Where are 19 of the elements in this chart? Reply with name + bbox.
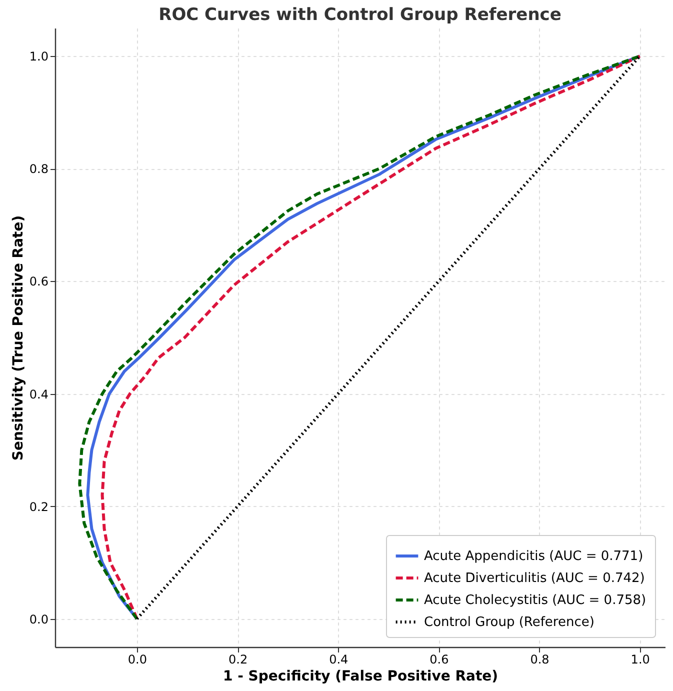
y-axis-title: Sensitivity (True Positive Rate)	[10, 215, 26, 461]
y-tick-label: 0.0	[29, 612, 48, 626]
x-tick-label: 0.0	[128, 652, 148, 666]
legend-label: Acute Diverticulitis (AUC = 0.742)	[424, 571, 645, 586]
legend-label: Control Group (Reference)	[424, 615, 594, 630]
x-tick-label: 0.6	[430, 652, 449, 666]
x-tick-label: 0.2	[228, 652, 248, 666]
legend-label: Acute Appendicitis (AUC = 0.771)	[424, 549, 644, 564]
x-tick-label: 0.8	[530, 652, 550, 666]
y-tick-label: 0.2	[29, 500, 48, 514]
y-tick-label: 1.0	[29, 50, 48, 64]
x-tick-label: 1.0	[630, 652, 650, 666]
y-tick-label: 0.8	[29, 162, 48, 176]
chart-title: ROC Curves with Control Group Reference	[158, 5, 562, 25]
y-tick-label: 0.4	[29, 387, 48, 402]
x-tick-label: 0.4	[329, 652, 348, 666]
x-axis-title: 1 - Specificity (False Positive Rate)	[222, 668, 498, 684]
y-tick-label: 0.6	[29, 274, 48, 289]
legend-label: Acute Cholecystitis (AUC = 0.758)	[424, 593, 646, 608]
